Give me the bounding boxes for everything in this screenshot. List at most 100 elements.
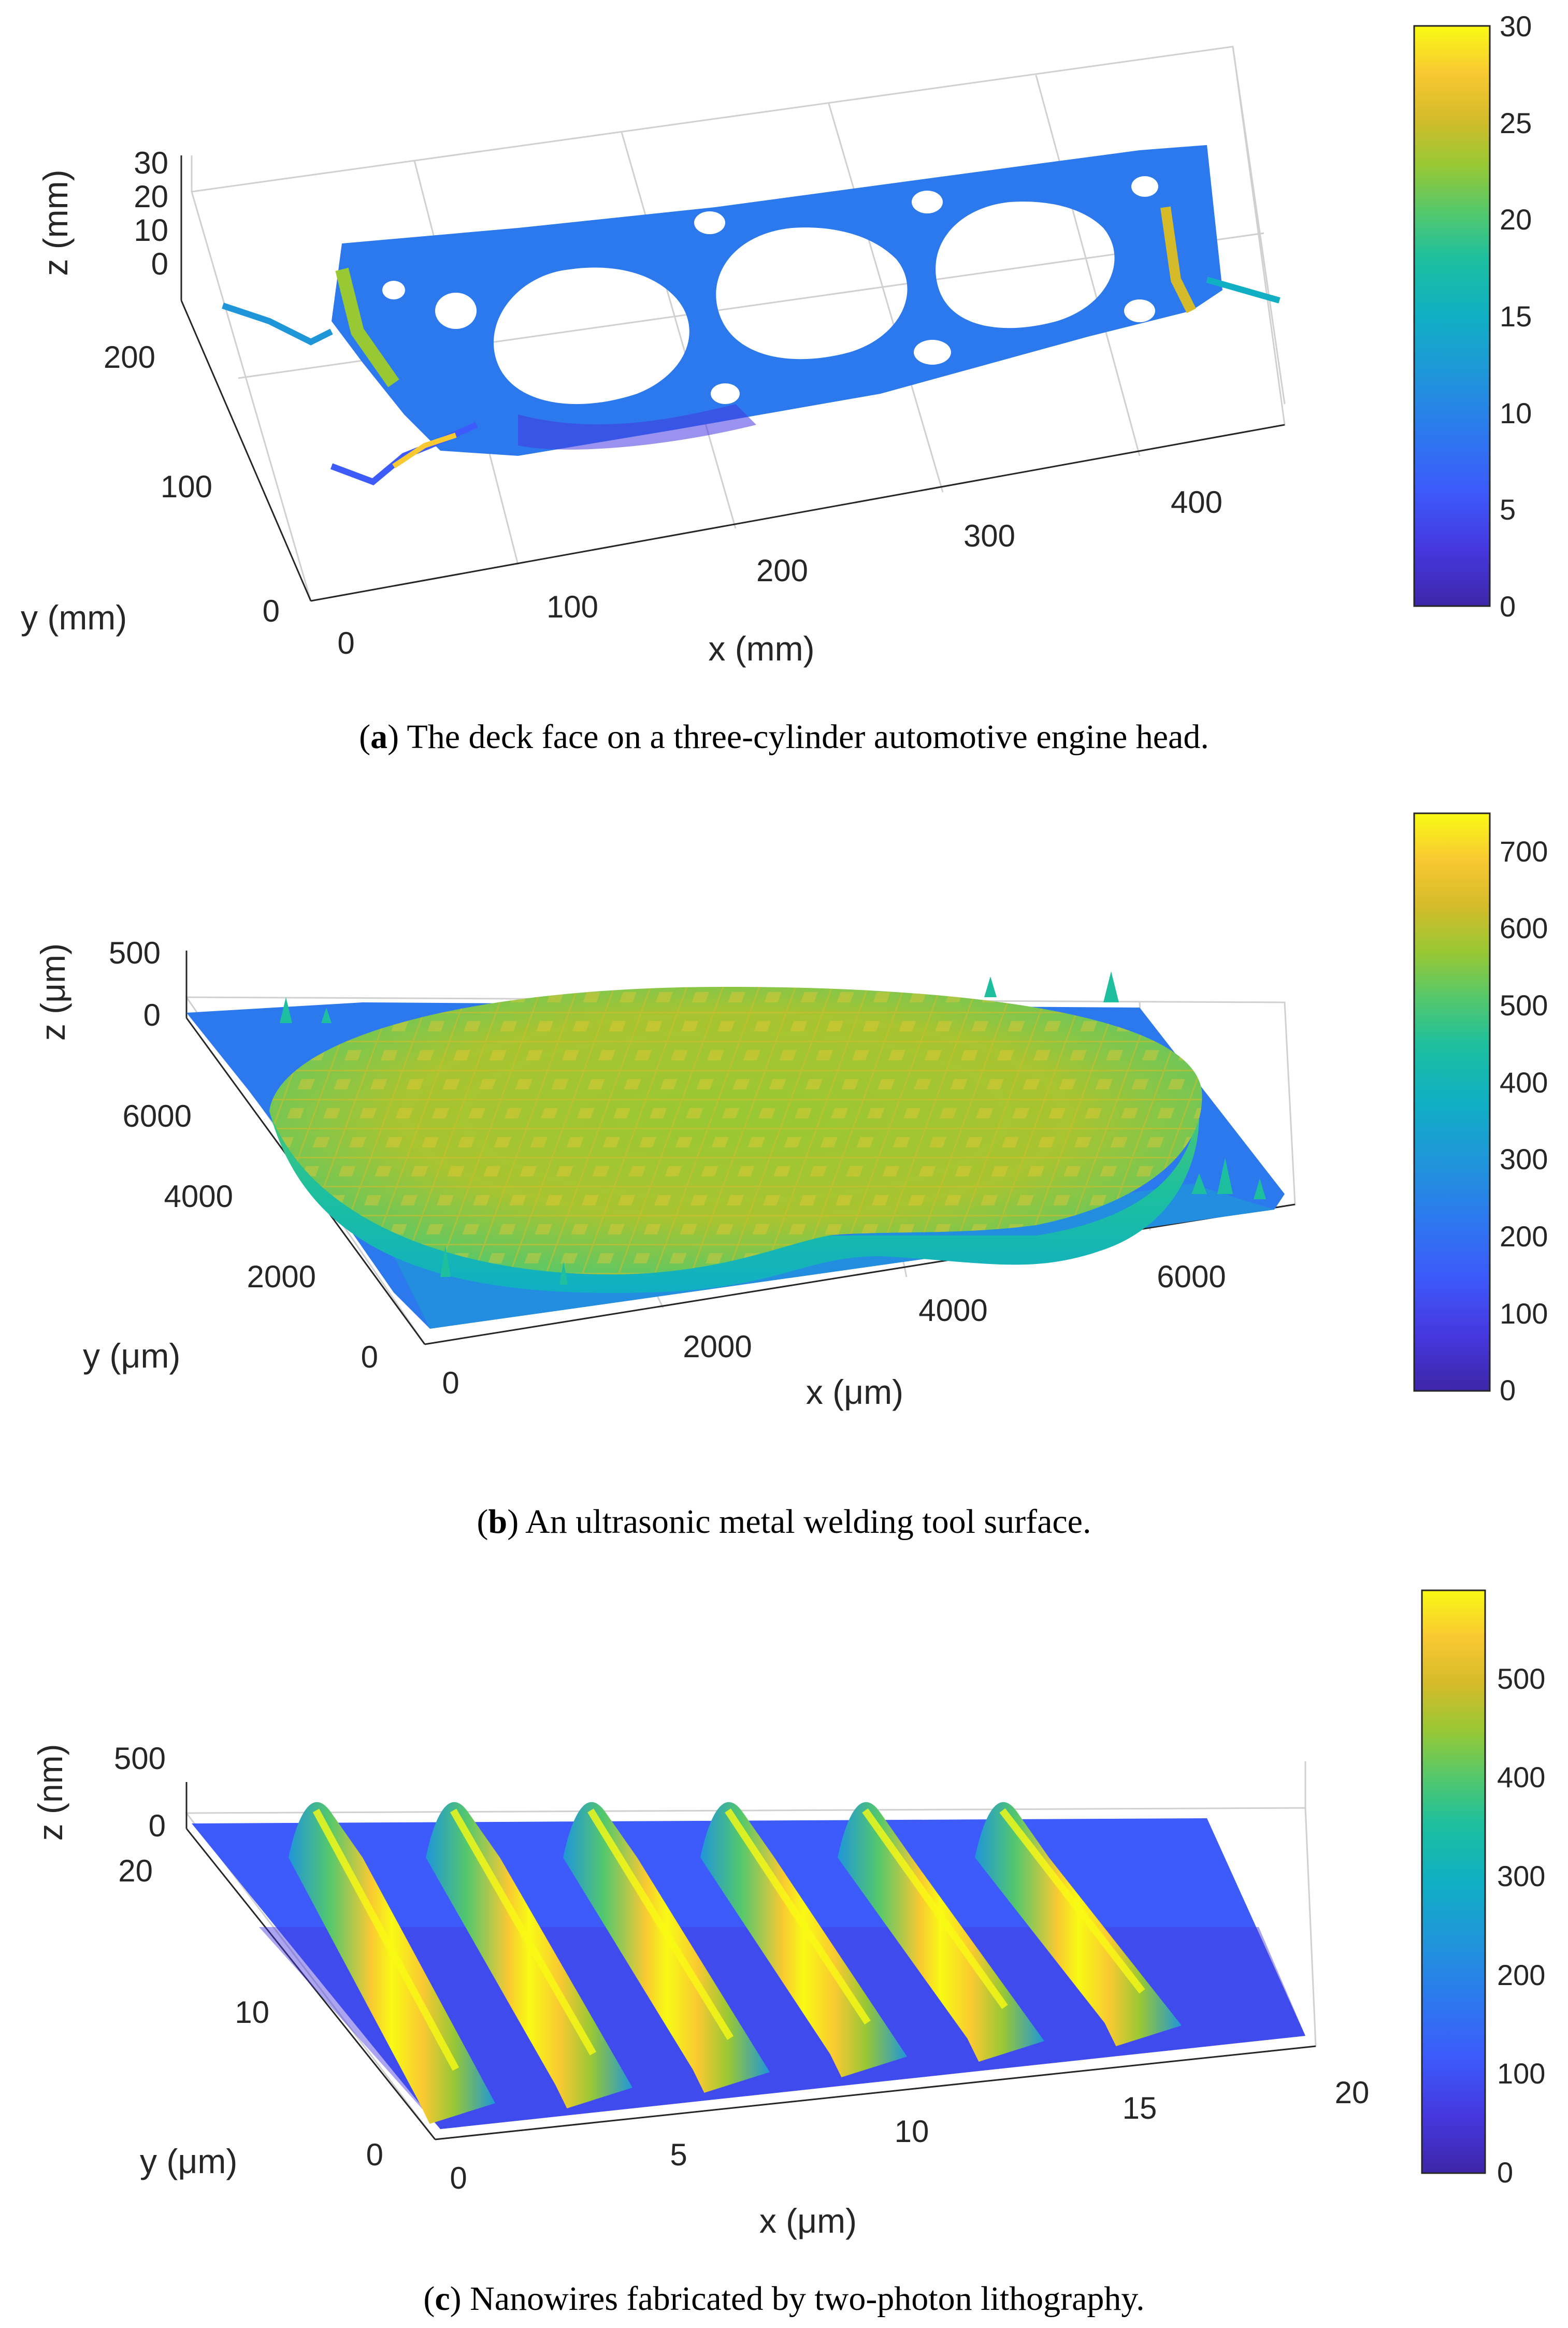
b-xlabel: x (μm) bbox=[806, 1373, 903, 1411]
nanowire-ridge-crest bbox=[450, 1808, 597, 2056]
chart-c-svg: 0 5 10 15 20 0 10 20 0 500 x (μm) y (μm)… bbox=[31, 1589, 1545, 2240]
c-colorbar-ticks: 0 100 200 300 400 500 bbox=[1497, 1662, 1545, 2189]
c-cb-tick-2: 200 bbox=[1497, 1959, 1545, 1991]
chart-c-ticks: 0 5 10 15 20 0 10 20 0 500 bbox=[114, 1741, 1369, 2195]
a-colorbar-ticks: 0 5 10 15 20 25 30 bbox=[1500, 10, 1532, 623]
caption-c-letter: c bbox=[435, 2280, 450, 2318]
caption-a: (a) The deck face on a three-cylinder au… bbox=[359, 718, 1209, 756]
a-y-tick-0: 0 bbox=[263, 594, 280, 628]
chart-a-axis-lines bbox=[180, 155, 1285, 602]
c-z-tick-0: 0 bbox=[149, 1808, 166, 1843]
panel-c: 0 5 10 15 20 0 10 20 0 500 x (μm) y (μm)… bbox=[0, 1564, 1568, 2328]
b-cb-tick-6: 600 bbox=[1500, 912, 1548, 944]
c-z-tick-1: 500 bbox=[114, 1741, 166, 1776]
nanowire-ridge-crest bbox=[725, 1808, 871, 2025]
c-x-tick-3: 15 bbox=[1123, 2091, 1157, 2125]
b-colorbar bbox=[1413, 812, 1491, 1392]
b-x-tick-0: 0 bbox=[442, 1366, 459, 1400]
b-cb-tick-1: 100 bbox=[1500, 1297, 1548, 1330]
deck-face-shade bbox=[518, 404, 756, 450]
caption-a-text: The deck face on a three-cylinder automo… bbox=[407, 718, 1209, 756]
nanowire-ridge bbox=[975, 1802, 1182, 2046]
caption-c-text: Nanowires fabricated by two-photon litho… bbox=[470, 2280, 1145, 2318]
b-x-tick-2: 4000 bbox=[918, 1293, 987, 1328]
a-x-tick-2: 200 bbox=[756, 553, 808, 588]
b-colorbar-ticks: 0 100 200 300 400 500 600 700 bbox=[1500, 835, 1548, 1406]
b-ylabel: y (μm) bbox=[83, 1337, 180, 1375]
deck-face-tail-left bbox=[222, 303, 333, 346]
deck-face-tail-lower-hot bbox=[392, 433, 457, 469]
nanowire-ridge-crest bbox=[862, 1808, 1008, 2009]
a-cb-tick-2: 10 bbox=[1500, 397, 1532, 429]
c-x-tick-2: 10 bbox=[895, 2114, 929, 2149]
c-x-tick-0: 0 bbox=[450, 2161, 467, 2195]
a-zlabel: z (mm) bbox=[36, 169, 75, 276]
b-cb-tick-0: 0 bbox=[1500, 1374, 1516, 1406]
a-x-tick-1: 100 bbox=[546, 590, 598, 624]
chart-b-labels: x (μm) y (μm) z (μm) bbox=[34, 943, 903, 1411]
a-cb-tick-1: 5 bbox=[1500, 493, 1516, 526]
a-y-tick-2: 200 bbox=[104, 340, 155, 375]
b-z-tick-1: 500 bbox=[109, 936, 161, 970]
b-cb-tick-2: 200 bbox=[1500, 1220, 1548, 1253]
c-x-tick-1: 5 bbox=[670, 2137, 687, 2172]
deck-face-edge-right bbox=[1160, 206, 1196, 313]
c-cb-tick-0: 0 bbox=[1497, 2156, 1513, 2189]
nanowire-ridge-crest bbox=[999, 1808, 1145, 1994]
chart-b-surface bbox=[186, 971, 1285, 1329]
b-cb-tick-4: 400 bbox=[1500, 1066, 1548, 1099]
chart-c-labels: x (μm) y (μm) z (nm) bbox=[31, 1744, 857, 2240]
chart-a-svg: 0 100 200 300 400 0 100 200 0 10 20 30 x… bbox=[21, 10, 1532, 668]
deck-face-edge-left bbox=[335, 267, 399, 387]
a-x-tick-3: 300 bbox=[963, 519, 1015, 553]
deck-face-body bbox=[332, 145, 1222, 456]
c-y-tick-2: 20 bbox=[118, 1853, 153, 1888]
chart-a-surface bbox=[222, 145, 1281, 485]
caption-b-letter: b bbox=[488, 1503, 508, 1541]
a-y-tick-1: 100 bbox=[161, 469, 212, 504]
caption-c: (c) Nanowires fabricated by two-photon l… bbox=[423, 2280, 1145, 2318]
a-z-tick-2: 20 bbox=[134, 179, 168, 214]
b-y-tick-2: 4000 bbox=[164, 1179, 233, 1214]
c-colorbar bbox=[1421, 1589, 1486, 2174]
a-z-tick-0: 0 bbox=[151, 247, 168, 281]
a-cb-tick-4: 20 bbox=[1500, 203, 1532, 236]
a-z-tick-1: 10 bbox=[134, 213, 168, 248]
c-x-tick-4: 20 bbox=[1335, 2075, 1370, 2110]
b-zlabel: z (μm) bbox=[34, 943, 72, 1041]
chart-c-surface bbox=[192, 1802, 1305, 2129]
c-y-tick-1: 10 bbox=[235, 1995, 269, 2030]
tool-disc-knurl bbox=[269, 987, 1202, 1275]
deck-face-tail-right bbox=[1206, 277, 1281, 304]
b-z-tick-0: 0 bbox=[143, 998, 161, 1032]
chart-b-ticks: 0 2000 4000 6000 0 2000 4000 6000 0 500 bbox=[109, 936, 1226, 1400]
c-xlabel: x (μm) bbox=[759, 2202, 857, 2240]
nanowire-ridge bbox=[838, 1802, 1044, 2062]
b-cb-tick-5: 500 bbox=[1500, 989, 1548, 1022]
tool-spikes bbox=[280, 971, 1266, 1285]
c-zlabel: z (nm) bbox=[31, 1744, 69, 1841]
b-y-tick-1: 2000 bbox=[247, 1259, 316, 1294]
a-z-tick-3: 30 bbox=[134, 146, 168, 180]
b-cb-tick-7: 700 bbox=[1500, 835, 1548, 868]
a-ylabel: y (mm) bbox=[21, 598, 127, 637]
caption-b: (b) An ultrasonic metal welding tool sur… bbox=[477, 1503, 1091, 1541]
chart-c-axis-lines bbox=[185, 1782, 1316, 2140]
panel-a: 0 100 200 300 400 0 100 200 0 10 20 30 x… bbox=[0, 0, 1568, 769]
a-xlabel: x (mm) bbox=[708, 629, 814, 668]
chart-a-ticks: 0 100 200 300 400 0 100 200 0 10 20 30 bbox=[104, 146, 1222, 660]
c-ylabel: y (μm) bbox=[140, 2142, 237, 2180]
nanowire-ridge-crest bbox=[312, 1808, 459, 2071]
a-colorbar bbox=[1413, 25, 1491, 607]
a-x-tick-0: 0 bbox=[337, 626, 354, 660]
b-y-tick-0: 0 bbox=[361, 1340, 378, 1374]
c-cb-tick-5: 500 bbox=[1497, 1662, 1545, 1695]
deck-face-holes bbox=[382, 176, 1158, 404]
nanowire-ridge-crest bbox=[587, 1808, 733, 2040]
a-x-tick-4: 400 bbox=[1171, 485, 1222, 520]
caption-a-letter: a bbox=[370, 718, 388, 756]
c-cb-tick-1: 100 bbox=[1497, 2057, 1545, 2090]
c-y-tick-0: 0 bbox=[366, 2137, 383, 2172]
a-cb-tick-0: 0 bbox=[1500, 590, 1516, 623]
b-cb-tick-3: 300 bbox=[1500, 1143, 1548, 1175]
